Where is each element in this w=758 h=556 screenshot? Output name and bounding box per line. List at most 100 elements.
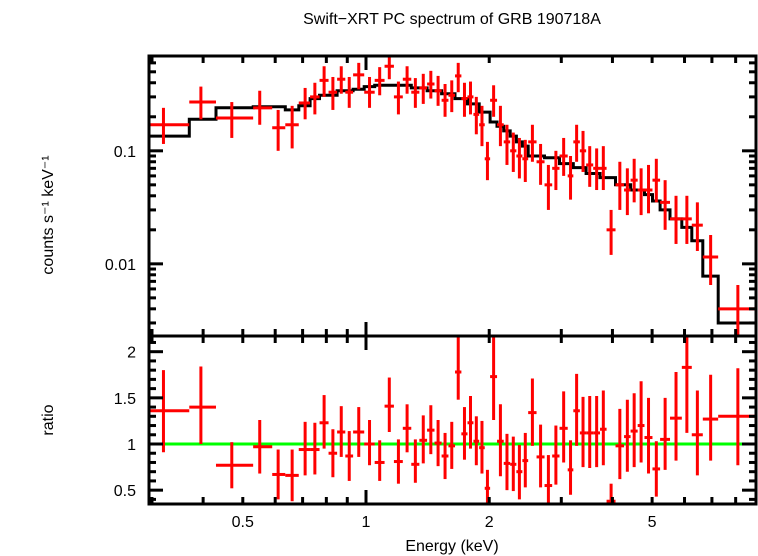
ratio-point	[670, 372, 682, 461]
ratio-point	[328, 429, 338, 478]
data-point	[536, 143, 545, 185]
ratio-point	[345, 431, 354, 481]
data-point	[644, 164, 653, 214]
ratio-point	[253, 420, 273, 474]
data-point	[455, 62, 462, 93]
data-point	[310, 82, 320, 115]
data-point	[364, 76, 375, 108]
data-point	[522, 139, 529, 182]
data-point	[448, 80, 456, 113]
data-point	[419, 73, 428, 104]
ratio-point	[427, 405, 435, 455]
ratio-point	[272, 449, 286, 500]
ratio-point	[497, 404, 504, 477]
data-point	[461, 82, 468, 117]
axes: 0.5 1 2 5 0.1 0.01 2 1.5 1 0.5	[105, 54, 758, 531]
ratio-point	[479, 420, 485, 474]
data-point	[637, 168, 645, 216]
ratio-point	[579, 396, 587, 468]
data-point	[702, 234, 719, 286]
ratio-point	[593, 396, 601, 468]
data-point	[345, 76, 354, 108]
data-point	[544, 164, 553, 210]
data-point	[559, 137, 568, 176]
data-point	[434, 75, 442, 106]
ratio-point	[637, 381, 645, 463]
data-point	[411, 78, 420, 108]
data-point	[374, 67, 385, 96]
y-axis-label-spectrum: counts s⁻¹ keV⁻¹	[40, 155, 57, 274]
data-point	[670, 195, 682, 244]
chart-title: Swift−XRT PC spectrum of GRB 190718A	[303, 11, 601, 28]
ratio-point	[660, 397, 671, 470]
x-tick-label: 0.5	[232, 514, 254, 531]
x-axis-label: Energy (keV)	[405, 538, 498, 555]
ratio-point	[615, 408, 625, 480]
data-point	[652, 158, 661, 203]
data-point	[328, 76, 338, 110]
data-point	[441, 84, 449, 117]
y-tick-label: 0.5	[114, 483, 136, 500]
ratio-point	[503, 433, 511, 491]
ratio-point	[419, 415, 428, 464]
x-tick-label: 5	[648, 514, 657, 531]
data-point	[573, 124, 580, 162]
ratio-point	[573, 373, 580, 446]
ratio-frame	[147, 334, 758, 506]
data-point	[615, 161, 625, 210]
data-point	[149, 107, 190, 144]
ratio-point	[411, 439, 420, 483]
ratio-point	[567, 440, 574, 495]
ratio-point	[467, 396, 474, 449]
ratio-point	[441, 432, 449, 480]
data-point	[285, 105, 299, 149]
data-point	[510, 132, 517, 172]
ratio-point	[691, 390, 703, 476]
data-point	[298, 87, 311, 120]
data-point	[552, 150, 560, 191]
ratio-point	[490, 336, 498, 420]
data-point	[337, 66, 346, 94]
data-point	[624, 168, 631, 216]
spectrum-panel	[149, 56, 756, 336]
ratio-point	[600, 390, 607, 466]
ratio-point	[310, 422, 320, 475]
ratio-point	[552, 425, 560, 485]
ratio-point	[448, 421, 456, 469]
data-point	[593, 148, 601, 191]
data-point	[479, 105, 485, 147]
ratio-point	[189, 366, 216, 444]
ratio-point	[285, 449, 299, 502]
ratio-point	[384, 377, 394, 432]
data-point	[606, 209, 616, 255]
ratio-point	[298, 421, 311, 476]
x-tick-label: 2	[485, 514, 494, 531]
ratio-point	[402, 404, 412, 453]
ratio-point	[353, 407, 365, 457]
ratio-point	[630, 393, 638, 468]
data-point	[402, 66, 412, 94]
data-point	[681, 195, 692, 244]
y-axis-label-ratio: ratio	[40, 404, 57, 435]
ratio-point	[586, 396, 594, 468]
data-point	[630, 158, 638, 203]
data-point	[516, 137, 523, 179]
ratio-point	[484, 469, 491, 504]
data-point	[660, 180, 671, 230]
ratio-point	[702, 374, 719, 461]
ratio-point	[516, 444, 523, 500]
ratio-point	[319, 395, 329, 449]
ratio-point	[337, 406, 346, 457]
data-point	[579, 130, 587, 172]
data-point	[319, 66, 329, 97]
data-point	[490, 85, 498, 117]
data-point	[503, 124, 511, 165]
y-tick-label: 0.01	[105, 257, 136, 274]
data-point	[567, 155, 574, 200]
data-point	[253, 90, 273, 125]
data-point	[484, 141, 491, 181]
ratio-panel	[149, 336, 756, 504]
ratio-point	[536, 424, 545, 488]
y-tick-label: 2	[127, 345, 136, 362]
